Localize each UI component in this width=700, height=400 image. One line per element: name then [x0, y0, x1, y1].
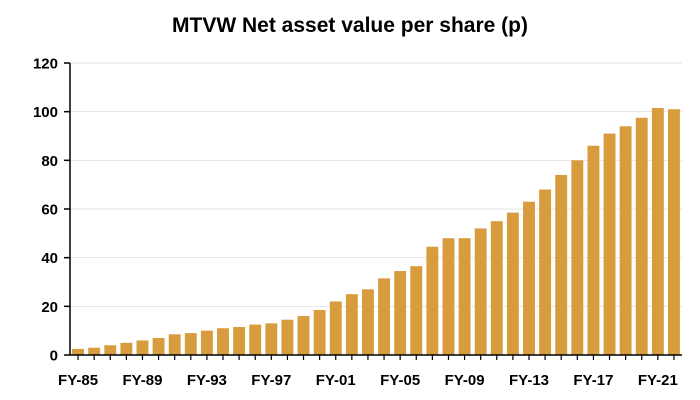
x-tick-label: FY-21: [638, 372, 678, 389]
bar-FY-12: [506, 212, 519, 355]
bar-FY-08: [442, 238, 455, 355]
bar-FY-16: [571, 160, 584, 355]
x-tick-label: FY-93: [187, 372, 227, 389]
y-tick-label: 60: [41, 202, 58, 219]
bar-FY-22: [667, 109, 680, 355]
tick-labels: 0 20 40 60 80 100 120 FY-85 FY-89 FY-93 FY-97 FY-01…: [33, 56, 678, 390]
bar-FY-93: [200, 330, 213, 355]
bar-FY-17: [587, 145, 600, 355]
bar-FY-05: [394, 271, 407, 355]
x-tick-label: FY-85: [58, 372, 98, 389]
bar-FY-96: [249, 324, 262, 355]
bar-FY-02: [345, 294, 358, 355]
y-tick-label: 80: [41, 153, 58, 170]
bar-FY-91: [168, 334, 181, 355]
bar-FY-85: [72, 348, 85, 355]
bar-FY-99: [297, 316, 310, 355]
bar-FY-90: [152, 337, 165, 355]
chart-title: MTVW Net asset value per share (p): [172, 14, 528, 37]
bar-FY-89: [136, 340, 149, 355]
axes: [64, 62, 682, 360]
bar-FY-07: [426, 246, 439, 355]
y-tick-label: 0: [50, 348, 58, 365]
bar-FY-13: [523, 201, 535, 355]
bar-FY-09: [458, 238, 471, 355]
bar-FY-92: [184, 333, 197, 355]
x-tick-label: FY-17: [573, 372, 613, 389]
bar-FY-15: [555, 174, 568, 355]
y-tick-label: 120: [33, 56, 58, 73]
x-tick-label: FY-05: [380, 372, 420, 389]
y-tick-label: 20: [41, 299, 58, 316]
bar-FY-86: [88, 347, 101, 355]
bar-FY-19: [619, 126, 632, 356]
bar-FY-98: [281, 319, 294, 355]
bar-FY-97: [265, 323, 278, 355]
bar-FY-14: [539, 189, 552, 355]
bar-FY-04: [378, 278, 391, 355]
bar-FY-88: [120, 342, 133, 355]
x-tick-label: FY-09: [445, 372, 485, 389]
y-tick-label: 100: [33, 104, 58, 121]
bar-FY-10: [474, 228, 487, 355]
bar-FY-03: [361, 289, 374, 355]
bar-FY-21: [651, 108, 664, 356]
bars: [72, 108, 680, 356]
bar-FY-11: [490, 221, 503, 355]
bar-FY-01: [329, 301, 342, 355]
bar-FY-18: [603, 133, 616, 355]
x-tick-label: FY-97: [251, 372, 291, 389]
x-tick-label: FY-13: [509, 372, 549, 389]
x-tick-label: FY-89: [122, 372, 162, 389]
bar-FY-95: [233, 327, 246, 355]
bar-FY-06: [410, 266, 423, 355]
x-tick-label: FY-01: [316, 372, 356, 389]
bar-FY-94: [217, 328, 229, 355]
y-tick-label: 40: [41, 250, 58, 267]
bar-FY-87: [104, 345, 117, 355]
bar-FY-20: [635, 117, 648, 355]
bar-FY-00: [313, 309, 326, 355]
